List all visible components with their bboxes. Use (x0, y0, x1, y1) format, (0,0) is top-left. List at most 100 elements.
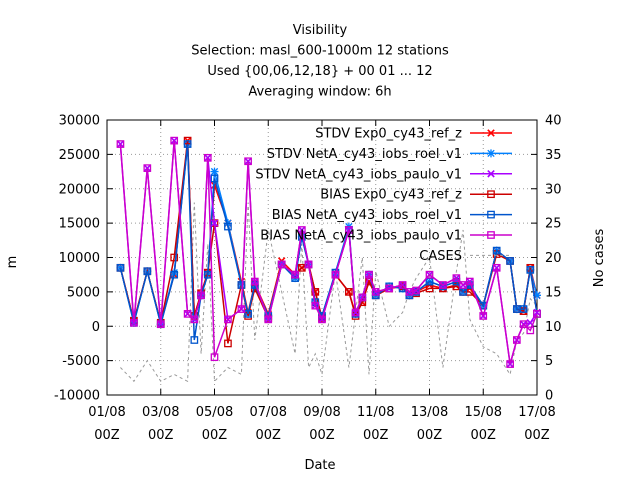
data-point (452, 274, 461, 282)
data-point (487, 231, 495, 239)
data-point (170, 253, 179, 262)
data-point (183, 310, 192, 318)
data-point (331, 270, 340, 279)
data-point (143, 267, 152, 276)
data-point (116, 140, 125, 148)
data-point (244, 310, 252, 318)
data-point (487, 210, 495, 219)
y2-axis-ticks: 0 5 10 15 20 25 30 35 40 (545, 114, 562, 404)
y-axis-ticks: -10000 -5000 0 5000 10000 15000 20000 25000 3000… (54, 114, 537, 404)
y-tick-label: 10000 (59, 251, 100, 266)
data-point (519, 305, 528, 313)
title-line: Averaging window: 6h (248, 85, 391, 100)
data-point (365, 270, 373, 279)
data-point (533, 291, 541, 300)
data-point (244, 157, 252, 166)
legend-label: BIAS NetA_cy43_iobs_paulo_v1 (260, 229, 462, 244)
data-point (526, 326, 535, 335)
data-point (487, 149, 495, 158)
data-point (345, 288, 353, 296)
data-point (318, 315, 326, 324)
series-line (119, 140, 538, 365)
data-point (237, 305, 246, 313)
data-point (210, 353, 219, 362)
data-point (224, 315, 232, 324)
data-point (156, 320, 165, 329)
y-tick-label: 0 (92, 320, 100, 335)
y2-tick-label: 25 (545, 217, 562, 232)
series-5 (116, 136, 541, 368)
data-point (487, 190, 495, 199)
data-point (143, 164, 152, 172)
legend-label: STDV NetA_cy43_iobs_paulo_v1 (255, 167, 462, 182)
data-point (492, 263, 501, 272)
x-tick-label-hour: 00Z (94, 428, 120, 443)
x-tick-label-date: 11/08 (357, 405, 394, 420)
data-point (237, 281, 246, 289)
y2-tick-label: 15 (545, 285, 562, 300)
data-point (297, 226, 306, 234)
data-point (487, 170, 495, 178)
legend-label: CASES (419, 249, 462, 264)
data-point (506, 257, 514, 265)
title-line: Selection: masl_600-1000m 12 stations (191, 44, 449, 59)
x-tick-label-hour: 00Z (471, 428, 497, 443)
data-point (190, 336, 199, 344)
data-point (487, 129, 495, 137)
x-tick-label-date: 07/08 (250, 405, 287, 420)
data-point (170, 270, 179, 279)
x-tick-label-date: 15/08 (465, 405, 502, 420)
data-point (492, 246, 501, 255)
data-point (506, 360, 514, 368)
y-axis-label: m (5, 256, 20, 269)
data-point (224, 222, 232, 231)
x-tick-label-date: 05/08 (196, 405, 233, 420)
series-group (116, 136, 541, 383)
x-tick-label-date: 13/08 (411, 405, 448, 420)
data-point (190, 315, 199, 324)
data-point (479, 312, 488, 320)
data-point (358, 293, 367, 302)
x-tick-label-hour: 00Z (417, 428, 443, 443)
data-point (183, 140, 192, 148)
chart-title: Visibility Selection: masl_600-1000m 12 s… (191, 23, 449, 100)
x-tick-label-hour: 00Z (363, 428, 389, 443)
x-tick-label-hour: 00Z (309, 428, 335, 443)
data-point (116, 263, 125, 272)
x-tick-label-date: 09/08 (303, 405, 340, 420)
data-point (512, 336, 521, 344)
x-axis-label: Date (304, 458, 335, 473)
data-point (351, 308, 360, 317)
data-point (439, 281, 447, 289)
y2-tick-label: 0 (545, 389, 553, 404)
y2-tick-label: 40 (545, 114, 562, 129)
data-point (519, 320, 528, 329)
legend-label: STDV Exp0_cy43_ref_z (315, 127, 462, 142)
data-point (244, 157, 252, 166)
data-point (224, 339, 232, 348)
x-tick-label-date: 03/08 (142, 405, 179, 420)
data-point (425, 270, 434, 279)
data-point (250, 277, 259, 286)
y-tick-label: -5000 (62, 354, 100, 369)
y2-tick-label: 20 (545, 251, 562, 266)
x-tick-label-date: 01/08 (88, 405, 125, 420)
x-tick-label-hour: 00Z (524, 428, 550, 443)
y-tick-label: 30000 (59, 114, 100, 129)
data-point (203, 153, 212, 162)
data-point (304, 260, 313, 269)
data-point (412, 286, 420, 295)
data-point (345, 226, 353, 234)
y-tick-label: 20000 (59, 182, 100, 197)
data-point (311, 301, 320, 310)
x-tick-label-hour: 00Z (256, 428, 282, 443)
y2-tick-label: 35 (545, 148, 562, 163)
title-line: Used {00,06,12,18} + 00 01 ... 12 (207, 64, 432, 79)
y-tick-label: 25000 (59, 148, 100, 163)
y2-tick-label: 30 (545, 182, 562, 197)
data-point (210, 167, 219, 176)
data-point (277, 260, 286, 269)
title-line: Visibility (293, 23, 348, 38)
x-tick-label-hour: 00Z (202, 428, 228, 443)
